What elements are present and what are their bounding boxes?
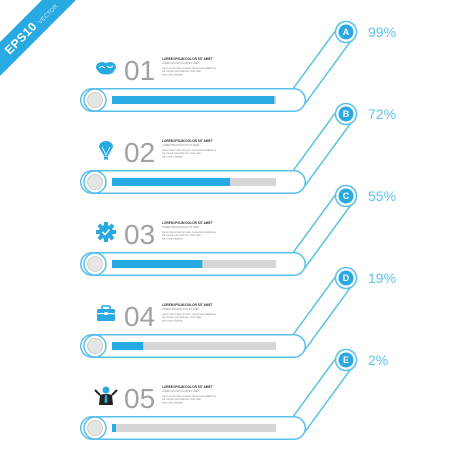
step-connector-inner [288, 351, 355, 436]
step-title: LOREM IPSUM DOLOR SIT AMET [162, 385, 213, 389]
step-connector-inner [288, 105, 355, 190]
briefcase-icon [97, 305, 115, 321]
lightbulb-icon [99, 141, 113, 160]
percent-label: 72% [368, 106, 396, 122]
progress-fill [112, 178, 231, 186]
progress-fill [112, 96, 275, 104]
letter-badge-text: C [343, 191, 350, 201]
step-subtitle: LOREM IPSUM DOLOR SIT AMET [162, 226, 200, 229]
step-title: LOREM IPSUM DOLOR SIT AMET [162, 221, 213, 225]
step-connector-inner [288, 187, 355, 272]
step-title: LOREM IPSUM DOLOR SIT AMET [162, 139, 213, 143]
progress-track [112, 424, 276, 432]
step-connector-inner [288, 23, 355, 108]
letter-badge-text: E [343, 355, 349, 365]
progress-fill [112, 342, 144, 350]
step-text-line: elit. Aenean sed diam dui. Cras vitae [162, 152, 201, 155]
letter-badge [338, 24, 354, 40]
step-subtitle: LOREM IPSUM DOLOR SIT AMET [162, 144, 200, 147]
step-subtitle: LOREM IPSUM DOLOR SIT AMET [162, 308, 200, 311]
bar-knob-center [87, 256, 103, 272]
bar-knob-center [87, 174, 103, 190]
progress-track [112, 342, 276, 350]
step-connector-inner [288, 269, 355, 354]
percent-label: 2% [368, 352, 388, 368]
step-subtitle: LOREM IPSUM DOLOR SIT AMET [162, 62, 200, 65]
percent-label: 19% [368, 270, 396, 286]
gear-check-icon [96, 222, 116, 242]
bar-knob-center [87, 92, 103, 108]
bar-knob-center [87, 338, 103, 354]
step-title: LOREM IPSUM DOLOR SIT AMET [162, 303, 213, 307]
step-text-line: elit. Aenean sed diam dui. Cras vitae [162, 234, 201, 237]
step-text-line: Lorem ipsum dolor sit amet, consectetur … [162, 149, 216, 152]
step-text-line: Lorem ipsum dolor sit amet, consectetur … [162, 231, 216, 234]
step-text-line: ante rutrum facilisis. [162, 73, 184, 76]
step-text-line: elit. Aenean sed diam dui. Cras vitae [162, 398, 201, 401]
step-number: 01 [124, 55, 155, 86]
letter-badge-text: B [343, 109, 350, 119]
step-text-line: Lorem ipsum dolor sit amet, consectetur … [162, 395, 216, 398]
step-text-line: ante rutrum facilisis. [162, 237, 184, 240]
letter-badge [338, 270, 354, 286]
letter-badge [338, 188, 354, 204]
letter-badge-text: A [343, 27, 350, 37]
brain-icon [96, 62, 116, 75]
letter-badge [338, 106, 354, 122]
businessman-icon [94, 386, 118, 405]
step-number: 04 [124, 301, 155, 332]
step-text-line: Lorem ipsum dolor sit amet, consectetur … [162, 313, 216, 316]
step-number: 03 [124, 219, 155, 250]
progress-fill [112, 424, 116, 432]
progress-fill [112, 260, 203, 268]
step-number: 02 [124, 137, 155, 168]
letter-badge-text: D [343, 273, 350, 283]
percent-label: 55% [368, 188, 396, 204]
step-text-line: ante rutrum facilisis. [162, 155, 184, 158]
step-subtitle: LOREM IPSUM DOLOR SIT AMET [162, 390, 200, 393]
step-text-line: Lorem ipsum dolor sit amet, consectetur … [162, 67, 216, 70]
step-text-line: ante rutrum facilisis. [162, 401, 184, 404]
bar-knob-center [87, 420, 103, 436]
step-title: LOREM IPSUM DOLOR SIT AMET [162, 57, 213, 61]
step-text-line: elit. Aenean sed diam dui. Cras vitae [162, 70, 201, 73]
step-number: 05 [124, 383, 155, 414]
step-text-line: ante rutrum facilisis. [162, 319, 184, 322]
letter-badge [338, 352, 354, 368]
step-text-line: elit. Aenean sed diam dui. Cras vitae [162, 316, 201, 319]
percent-label: 99% [368, 24, 396, 40]
